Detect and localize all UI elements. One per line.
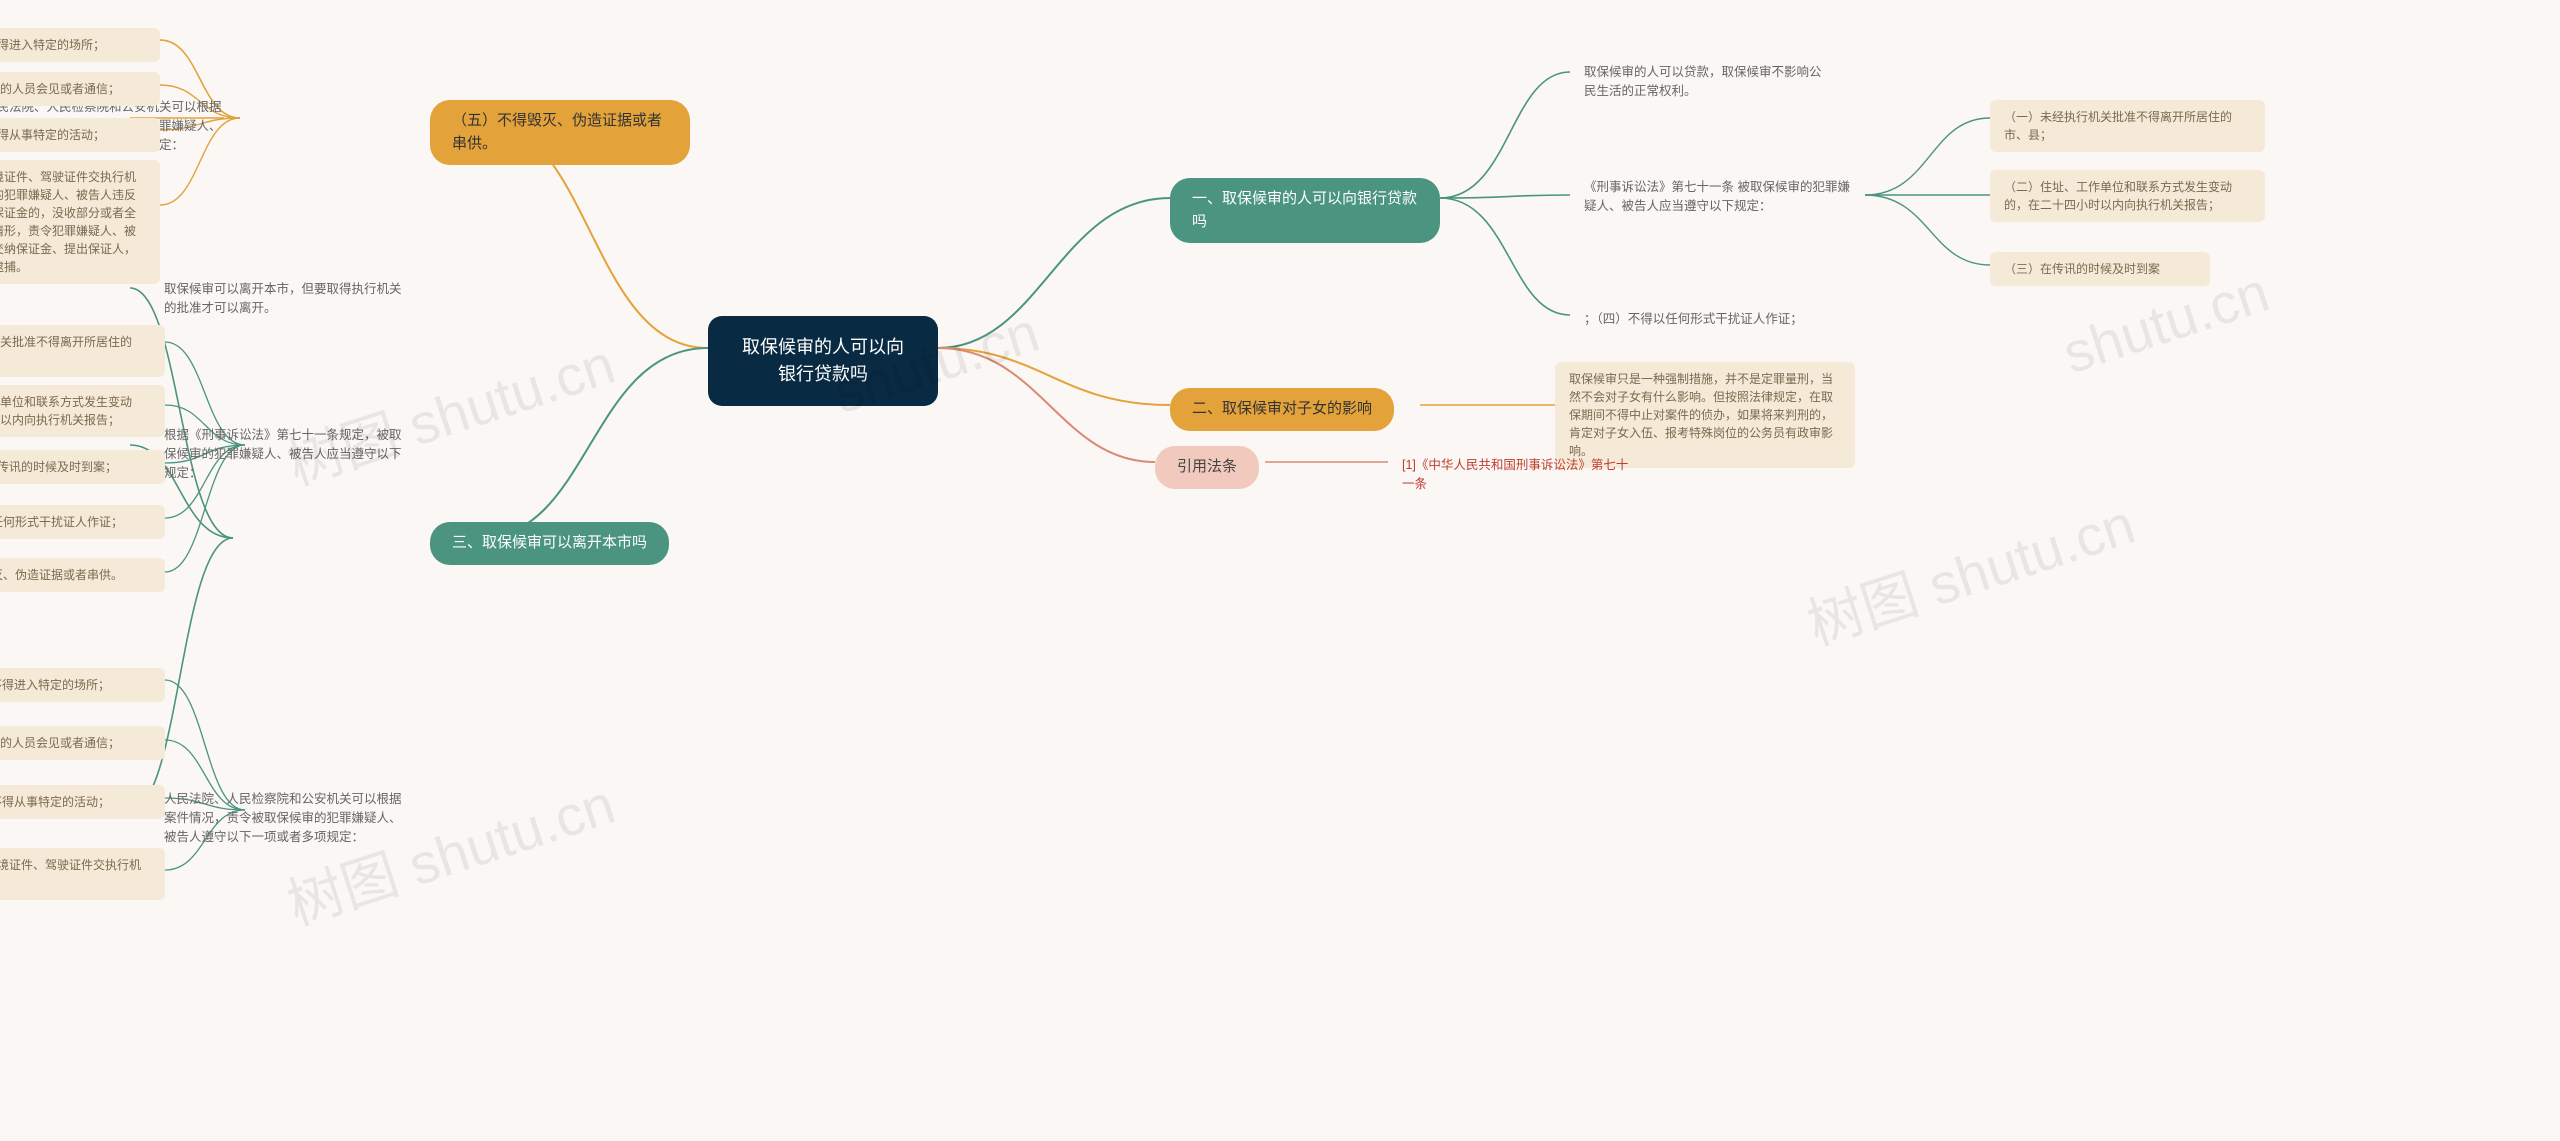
r1-leaf1: （一）未经执行机关批准不得离开所居住的市、县； [1990,100,2265,152]
l3-leaf1: （一）未经执行机关批准不得离开所居住的市、县； [0,325,165,377]
branch-r2[interactable]: 二、取保候审对子女的影响 [1170,388,1394,431]
branch-r2-label: 二、取保候审对子女的影响 [1192,400,1372,417]
l3-leaf3: （三）在传讯的时候及时到案； [0,450,165,484]
root-label: 取保候审的人可以向银行贷款吗 [742,337,904,384]
l3-sub1: 取保候审可以离开本市，但要取得执行机关的批准才可以离开。 [150,272,420,326]
branch-r1[interactable]: 一、取保候审的人可以向银行贷款吗 [1170,178,1440,243]
branch-r1-label: 一、取保候审的人可以向银行贷款吗 [1192,190,1417,230]
l5-leaf4: （四）将护照等出入境证件、驾驶证件交执行机关保存。被取保候审的犯罪嫌疑人、被告人… [0,160,160,284]
l3-sub2: 根据《刑事诉讼法》第七十一条规定，被取保候审的犯罪嫌疑人、被告人应当遵守以下规定… [150,418,420,490]
l3-leaf2: （二）住址、工作单位和联系方式发生变动的，在二十四小时以内向执行机关报告； [0,385,165,437]
branch-l5-label: （五）不得毁灭、伪造证据或者串供。 [452,112,662,152]
r1-sub3: ；（四）不得以任何形式干扰证人作证； [1570,302,1817,337]
branch-l3-label: 三、取保候审可以离开本市吗 [452,534,647,551]
r1-leaf2: （二）住址、工作单位和联系方式发生变动的，在二十四小时以内向执行机关报告； [1990,170,2265,222]
root-node[interactable]: 取保候审的人可以向银行贷款吗 [708,316,938,406]
r3-sub1: [1]《中华人民共和国刑事诉讼法》第七十一条 [1388,448,1648,502]
l3-sub3: 人民法院、人民检察院和公安机关可以根据案件情况，责令被取保候审的犯罪嫌疑人、被告… [150,782,420,854]
l3-leaf7: （二）不得与特定的人员会见或者通信； [0,726,165,760]
r1-sub1: 取保候审的人可以贷款，取保候审不影响公民生活的正常权利。 [1570,55,1840,109]
r1-leaf3: （三）在传讯的时候及时到案 [1990,252,2210,286]
branch-r3-label: 引用法条 [1177,458,1237,475]
l3-leaf4: （四）不得以任何形式干扰证人作证； [0,505,165,539]
l3-leaf9: （四）将护照等出入境证件、驾驶证件交执行机关保存。 [0,848,165,900]
l3-leaf8: （三）不得从事特定的活动； [0,785,165,819]
l3-leaf6: （一）不得进入特定的场所； [0,668,165,702]
l5-leaf1: （一）不得进入特定的场所； [0,28,160,62]
branch-l5[interactable]: （五）不得毁灭、伪造证据或者串供。 [430,100,690,165]
l5-leaf2: （二）不得与特定的人员会见或者通信； [0,72,160,106]
l5-leaf3: （三）不得从事特定的活动； [0,118,160,152]
branch-l3[interactable]: 三、取保候审可以离开本市吗 [430,522,669,565]
l3-leaf5: （五）不得毁灭、伪造证据或者串供。 [0,558,165,592]
branch-r3[interactable]: 引用法条 [1155,446,1259,489]
r1-sub2: 《刑事诉讼法》第七十一条 被取保候审的犯罪嫌疑人、被告人应当遵守以下规定： [1570,170,1865,224]
watermark: 树图 shutu.cn [1796,480,2144,662]
